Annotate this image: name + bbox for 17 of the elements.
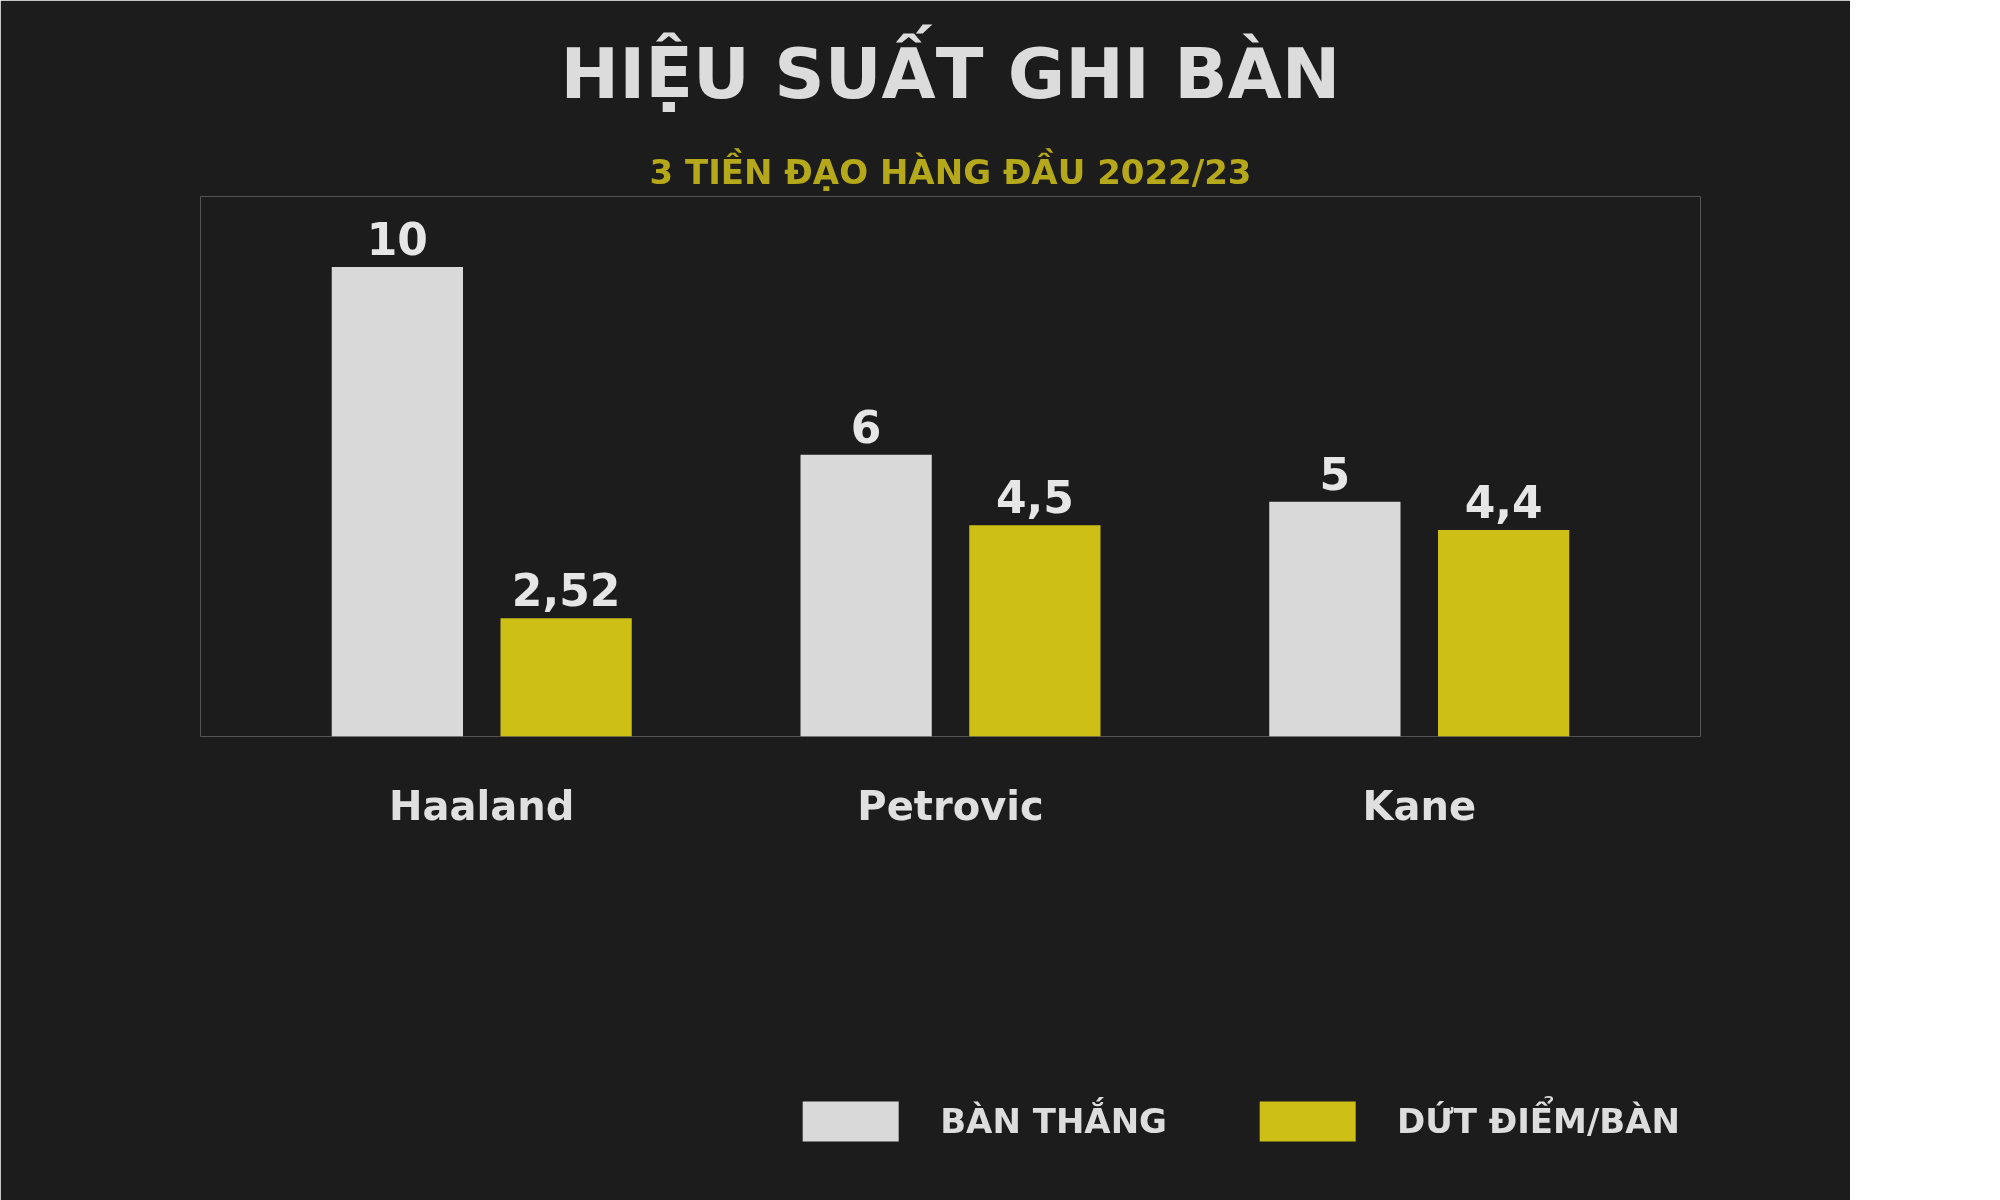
- chart-subtitle: 3 TIỀN ĐẠO HÀNG ĐẦU 2022/23: [649, 147, 1252, 192]
- bar: [1269, 501, 1401, 737]
- x-tick-label: Kane: [1362, 782, 1477, 829]
- bar: [1438, 529, 1570, 737]
- x-tick-label: Petrovic: [857, 782, 1044, 829]
- bar: [500, 618, 632, 737]
- bar: [800, 454, 932, 737]
- data-label: 2,52: [511, 565, 621, 617]
- data-label: 6: [850, 401, 882, 453]
- data-label: 4,4: [1464, 476, 1543, 528]
- x-tick-label: Haaland: [389, 782, 575, 829]
- data-label: 4,5: [995, 472, 1074, 524]
- data-label: 5: [1319, 448, 1351, 500]
- bar: [331, 266, 463, 737]
- bar: [969, 525, 1101, 737]
- data-label: 10: [366, 213, 428, 265]
- chart-title: HIỆU SUẤT GHI BÀN: [560, 23, 1341, 115]
